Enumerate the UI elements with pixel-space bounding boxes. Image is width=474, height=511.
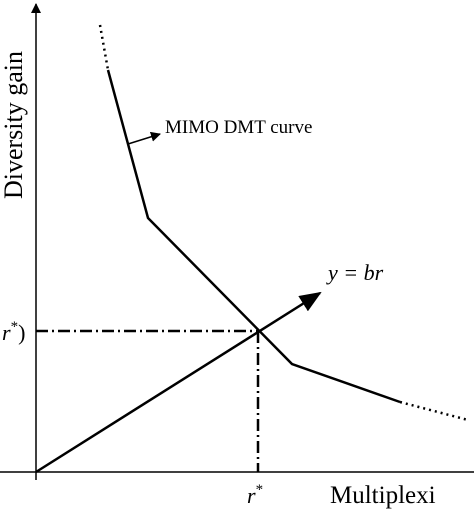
line-label: y = br xyxy=(326,260,384,285)
curve-dotted-top xyxy=(98,24,110,71)
x-marker: r* xyxy=(247,482,263,508)
curve-dotted-bottom xyxy=(399,400,469,422)
curve-label: MIMO DMT curve xyxy=(165,117,312,138)
x-axis-label: Multiplexi xyxy=(330,482,436,509)
annotation-arrow xyxy=(127,131,161,145)
y-marker-sup: * xyxy=(11,319,19,335)
y-marker: r*) xyxy=(2,319,25,345)
line-y-br xyxy=(35,291,322,474)
y-marker-base: r xyxy=(2,320,11,345)
y-axis-label: Diversity gain xyxy=(0,51,28,199)
x-marker-base: r xyxy=(247,483,256,508)
y-marker-tail: ) xyxy=(18,320,25,345)
x-marker-sup: * xyxy=(256,482,264,498)
